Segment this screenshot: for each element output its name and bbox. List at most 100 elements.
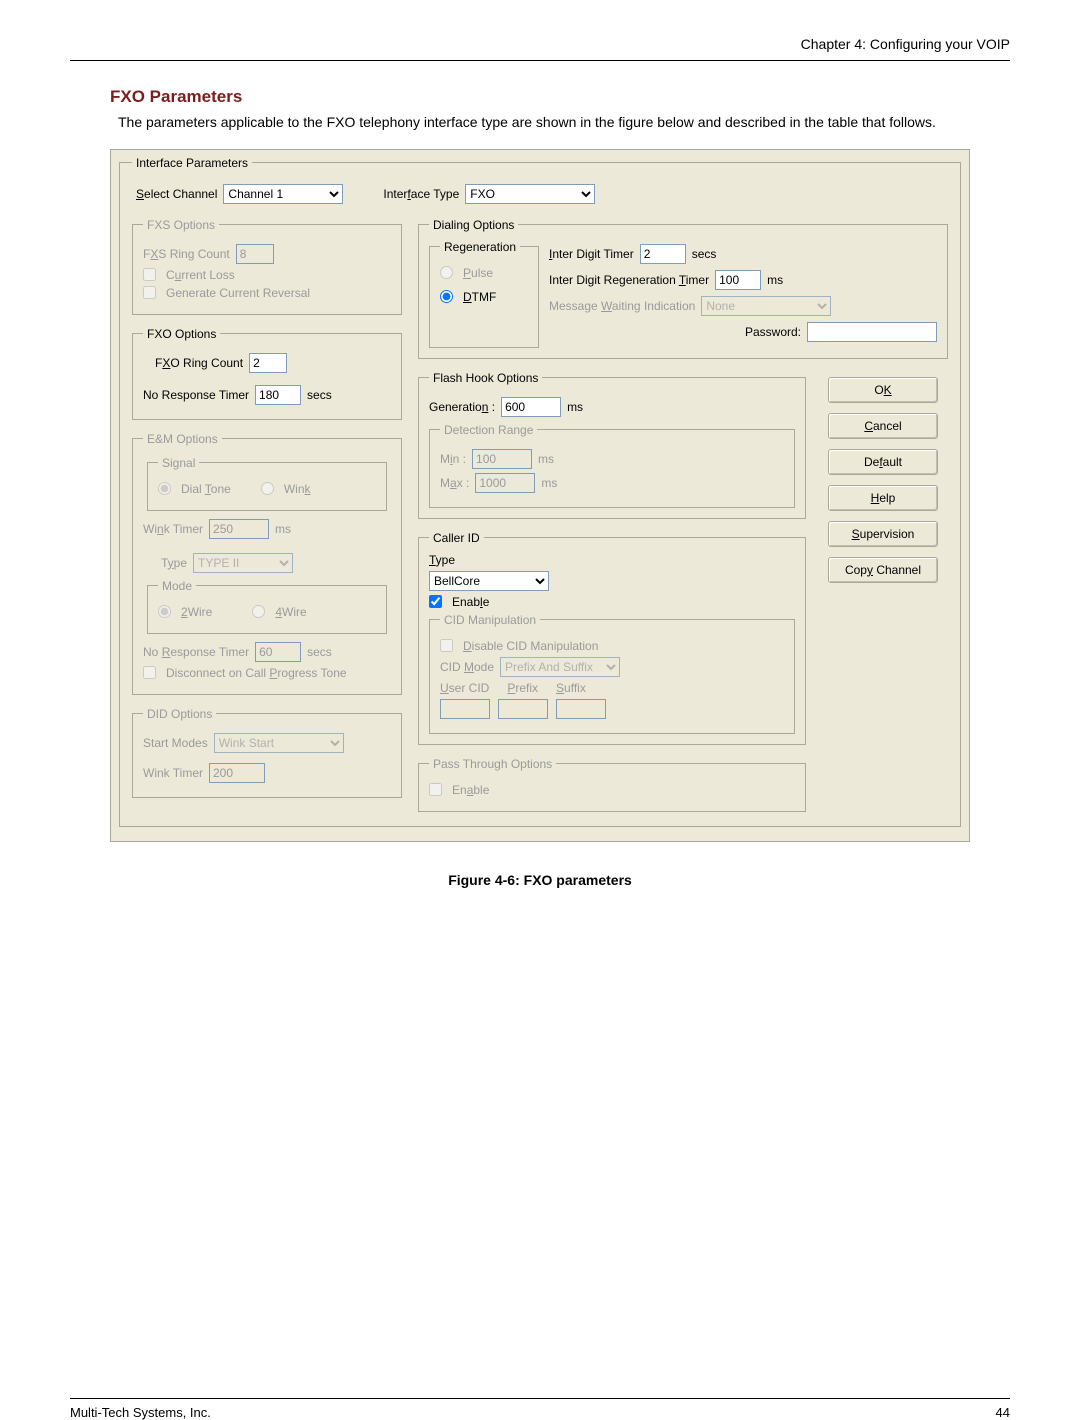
start-modes-label: Start Modes <box>143 736 208 750</box>
caller-id-fieldset: Caller ID Type BellCore Enable <box>418 531 806 745</box>
fxo-options-fieldset: FXO Options FXO Ring Count No Response T… <box>132 327 402 420</box>
max-unit: ms <box>541 476 557 490</box>
select-channel-dropdown[interactable]: Channel 1 <box>223 184 343 204</box>
disconnect-progress-label: Disconnect on Call Progress Tone <box>166 666 347 680</box>
wink-timer-unit: ms <box>275 522 291 536</box>
password-input[interactable] <box>807 322 937 342</box>
no-response-timer-unit: secs <box>307 388 332 402</box>
mode-legend: Mode <box>158 579 196 593</box>
wink-timer-label: Wink Timer <box>143 522 203 536</box>
em-type-dropdown: TYPE II <box>193 553 293 573</box>
em-no-response-input <box>255 642 301 662</box>
fxo-ring-count-label: FXO Ring Count <box>155 356 243 370</box>
four-wire-radio <box>252 605 265 618</box>
generate-reversal-label: Generate Current Reversal <box>166 286 310 300</box>
prefix-input <box>498 699 548 719</box>
disconnect-progress-checkbox <box>143 666 156 679</box>
pass-through-legend: Pass Through Options <box>429 757 556 771</box>
max-input <box>475 473 535 493</box>
generation-input[interactable] <box>501 397 561 417</box>
fxs-legend: FXS Options <box>143 218 219 232</box>
pulse-label: Pulse <box>463 266 493 280</box>
max-label: Max : <box>440 476 469 490</box>
two-wire-radio <box>158 605 171 618</box>
user-cid-label: User CID <box>440 681 489 695</box>
wink-label: Wink <box>284 482 311 496</box>
figure-caption: Figure 4-6: FXO parameters <box>70 872 1010 888</box>
regen-timer-label: Inter Digit Regeneration Timer <box>549 273 709 287</box>
dtmf-radio[interactable] <box>440 290 453 303</box>
select-channel-label: Select Channel <box>136 187 217 201</box>
em-type-label: Type <box>161 556 187 570</box>
header-divider <box>70 60 1010 61</box>
copy-channel-button[interactable]: Copy Channel <box>828 557 938 583</box>
cid-manipulation-legend: CID Manipulation <box>440 613 540 627</box>
interface-parameters-legend: Interface Parameters <box>132 156 252 170</box>
em-options-fieldset: E&M Options Signal Dial Tone Wink <box>132 432 402 695</box>
password-label: Password: <box>745 325 801 339</box>
wink-timer-input <box>209 519 269 539</box>
signal-legend: Signal <box>158 456 199 470</box>
dialing-legend: Dialing Options <box>429 218 518 232</box>
section-title: FXO Parameters <box>110 87 1010 107</box>
no-response-timer-label: No Response Timer <box>143 388 249 402</box>
generate-reversal-checkbox <box>143 286 156 299</box>
suffix-input <box>556 699 606 719</box>
pulse-radio <box>440 266 453 279</box>
pass-through-enable-checkbox <box>429 783 442 796</box>
interface-parameters-fieldset: Interface Parameters Select Channel Chan… <box>119 156 961 827</box>
cid-mode-dropdown: Prefix And Suffix <box>500 657 620 677</box>
suffix-label: Suffix <box>556 681 586 695</box>
help-button[interactable]: Help <box>828 485 938 511</box>
wink-radio <box>261 482 274 495</box>
min-label: Min : <box>440 452 466 466</box>
mode-fieldset: Mode 2Wire 4Wire <box>147 579 387 634</box>
four-wire-label: 4Wire <box>275 605 306 619</box>
generation-label: Generation : <box>429 400 495 414</box>
did-wink-timer-input <box>209 763 265 783</box>
two-wire-label: 2Wire <box>181 605 212 619</box>
cid-type-label: Type <box>429 553 795 567</box>
cid-manipulation-fieldset: CID Manipulation Disable CID Manipulatio… <box>429 613 795 734</box>
msg-waiting-dropdown: None <box>701 296 831 316</box>
disable-cid-manip-label: Disable CID Manipulation <box>463 639 598 653</box>
detection-range-fieldset: Detection Range Min : ms Max : <box>429 423 795 508</box>
ok-button[interactable]: OK <box>828 377 938 403</box>
supervision-button[interactable]: Supervision <box>828 521 938 547</box>
dtmf-label: DTMF <box>463 290 496 304</box>
regen-timer-unit: ms <box>767 273 783 287</box>
fxo-ring-count-input[interactable] <box>249 353 287 373</box>
inter-digit-timer-label: Inter Digit Timer <box>549 247 634 261</box>
enable-cid-checkbox[interactable] <box>429 595 442 608</box>
inter-digit-timer-input[interactable] <box>640 244 686 264</box>
did-options-fieldset: DID Options Start Modes Wink Start Wink … <box>132 707 402 798</box>
did-legend: DID Options <box>143 707 216 721</box>
min-input <box>472 449 532 469</box>
cid-type-dropdown[interactable]: BellCore <box>429 571 549 591</box>
dial-tone-radio <box>158 482 171 495</box>
default-button[interactable]: Default <box>828 449 938 475</box>
disable-cid-manip-checkbox <box>440 639 453 652</box>
detection-range-legend: Detection Range <box>440 423 537 437</box>
interface-type-dropdown[interactable]: FXO <box>465 184 595 204</box>
pass-through-enable-label: Enable <box>452 783 489 797</box>
dial-tone-label: Dial Tone <box>181 482 231 496</box>
did-wink-timer-label: Wink Timer <box>143 766 203 780</box>
pass-through-fieldset: Pass Through Options Enable <box>418 757 806 812</box>
generation-unit: ms <box>567 400 583 414</box>
msg-waiting-label: Message Waiting Indication <box>549 299 695 313</box>
no-response-timer-input[interactable] <box>255 385 301 405</box>
regeneration-fieldset: Regeneration Pulse DTMF <box>429 240 539 348</box>
interface-parameters-dialog: Interface Parameters Select Channel Chan… <box>110 149 970 842</box>
regen-timer-input[interactable] <box>715 270 761 290</box>
fxs-options-fieldset: FXS Options FXS Ring Count Current Loss … <box>132 218 402 315</box>
em-legend: E&M Options <box>143 432 222 446</box>
current-loss-checkbox <box>143 268 156 281</box>
flash-hook-fieldset: Flash Hook Options Generation : ms Detec… <box>418 371 806 519</box>
user-cid-input <box>440 699 490 719</box>
em-no-response-unit: secs <box>307 645 332 659</box>
footer-page-number: 44 <box>996 1405 1010 1420</box>
regeneration-legend: Regeneration <box>440 240 520 254</box>
current-loss-label: Current Loss <box>166 268 235 282</box>
cancel-button[interactable]: Cancel <box>828 413 938 439</box>
